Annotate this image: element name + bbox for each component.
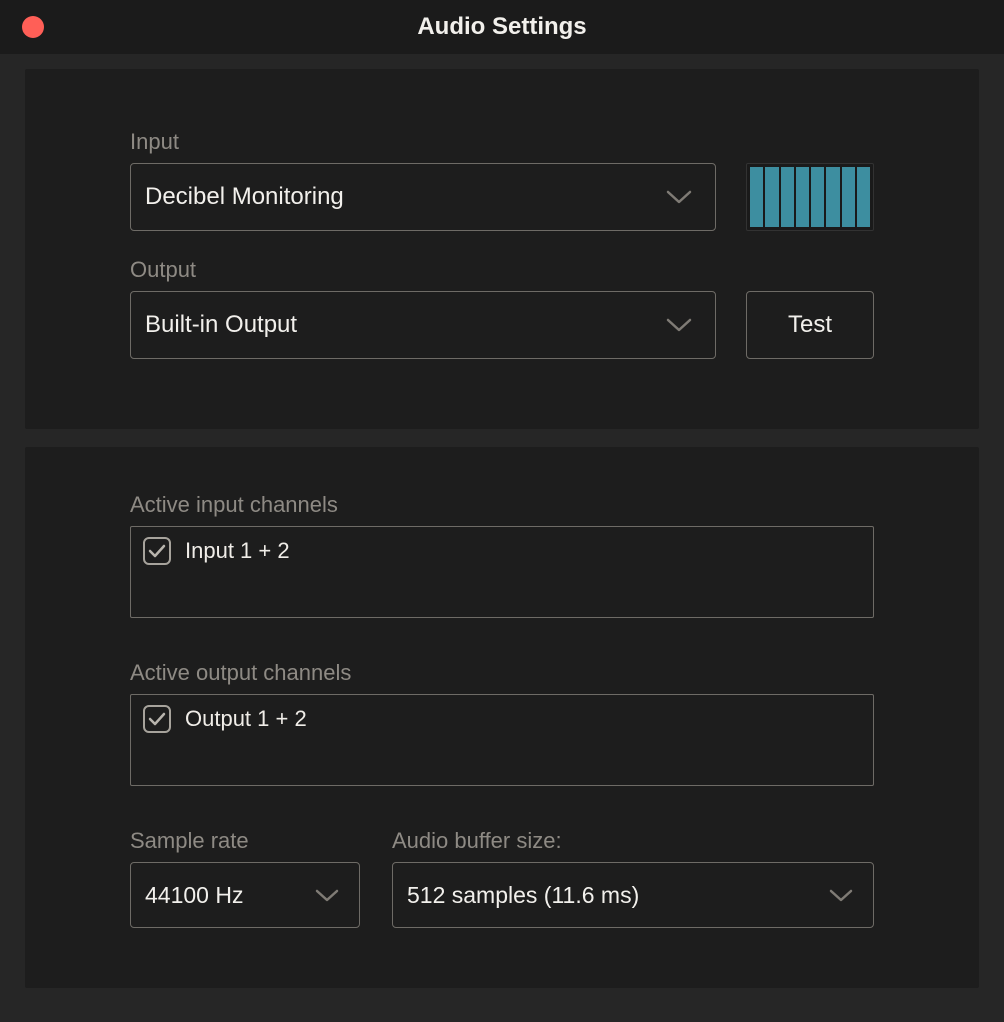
chevron-down-icon: [665, 317, 693, 333]
close-button[interactable]: [22, 16, 44, 38]
test-output-button[interactable]: Test: [746, 291, 874, 359]
chevron-down-icon: [827, 887, 855, 903]
output-channel-checkbox[interactable]: [143, 705, 171, 733]
chevron-down-icon: [313, 887, 341, 903]
input-device-select[interactable]: Decibel Monitoring: [130, 163, 716, 231]
level-bar: [796, 167, 809, 227]
buffer-size-value: 512 samples (11.6 ms): [407, 882, 639, 909]
output-device-select[interactable]: Built-in Output: [130, 291, 716, 359]
chevron-down-icon: [665, 189, 693, 205]
level-bar: [765, 167, 778, 227]
sample-rate-select[interactable]: 44100 Hz: [130, 862, 360, 928]
output-channel-label: Output 1 + 2: [185, 706, 307, 732]
output-channel-row[interactable]: Output 1 + 2: [143, 705, 861, 733]
level-bar: [826, 167, 839, 227]
buffer-size-label: Audio buffer size:: [392, 828, 874, 854]
output-device-value: Built-in Output: [145, 311, 297, 339]
level-bar: [842, 167, 855, 227]
level-bar: [750, 167, 763, 227]
io-panel: Input Decibel Monitoring Output: [25, 69, 979, 429]
level-bar: [781, 167, 794, 227]
rate-buffer-row: Sample rate 44100 Hz Audio buffer size: …: [130, 828, 874, 928]
input-channel-row[interactable]: Input 1 + 2: [143, 537, 861, 565]
level-bar: [811, 167, 824, 227]
input-device-value: Decibel Monitoring: [145, 183, 344, 211]
test-button-label: Test: [788, 311, 832, 339]
sample-rate-value: 44100 Hz: [145, 882, 243, 909]
active-input-channels-label: Active input channels: [130, 492, 874, 518]
titlebar: Audio Settings: [0, 0, 1004, 54]
sample-rate-label: Sample rate: [130, 828, 360, 854]
input-level-meter: [746, 163, 874, 231]
buffer-col: Audio buffer size: 512 samples (11.6 ms): [392, 828, 874, 928]
level-bar: [857, 167, 870, 227]
buffer-size-select[interactable]: 512 samples (11.6 ms): [392, 862, 874, 928]
sample-rate-col: Sample rate 44100 Hz: [130, 828, 360, 928]
active-output-channels-box: Output 1 + 2: [130, 694, 874, 786]
window-title: Audio Settings: [0, 13, 1004, 41]
output-row: Built-in Output Test: [130, 291, 874, 359]
input-label: Input: [130, 129, 874, 155]
active-input-channels-box: Input 1 + 2: [130, 526, 874, 618]
input-row: Decibel Monitoring: [130, 163, 874, 231]
advanced-panel: Active input channels Input 1 + 2 Active…: [25, 447, 979, 988]
output-label: Output: [130, 257, 874, 283]
content: Input Decibel Monitoring Output: [0, 54, 1004, 1008]
input-channel-checkbox[interactable]: [143, 537, 171, 565]
input-channel-label: Input 1 + 2: [185, 538, 290, 564]
active-output-channels-label: Active output channels: [130, 660, 874, 686]
